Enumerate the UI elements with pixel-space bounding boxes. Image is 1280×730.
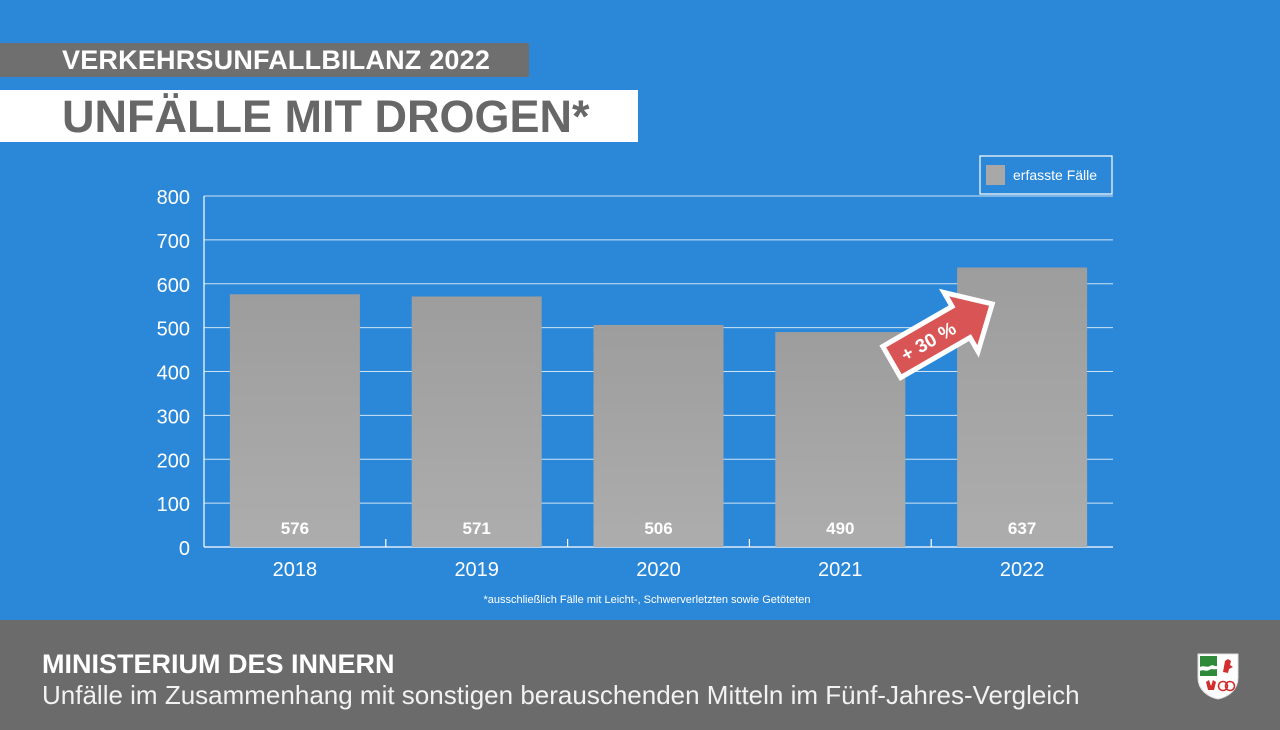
bar-2018 (229, 294, 360, 547)
y-tick-label: 500 (157, 319, 190, 341)
legend-swatch (986, 165, 1005, 185)
y-tick-label: 800 (157, 187, 190, 209)
bar-2020 (593, 324, 724, 547)
x-tick-label: 2021 (818, 559, 863, 581)
data-label: 637 (1008, 519, 1036, 538)
page-title: UNFÄLLE MIT DROGEN* (0, 90, 638, 142)
x-tick-label: 2022 (1000, 559, 1045, 581)
legend-box (979, 155, 1113, 195)
nrw-coat-of-arms-icon (1197, 653, 1239, 700)
y-tick-label: 600 (157, 275, 190, 297)
legend-label: erfasste Fälle (1013, 167, 1097, 183)
arrow-shape (879, 288, 996, 382)
x-tick-label: 2018 (273, 559, 318, 581)
footer-subtitle: Unfälle im Zusammenhang mit sonstigen be… (42, 680, 1080, 710)
x-tick-label: 2019 (454, 559, 499, 581)
data-label: 571 (463, 519, 491, 538)
data-label: 506 (644, 519, 672, 538)
bar-chart: 0 100 200 300 400 500 600 700 800 2018 2019 2020 20… (157, 155, 1113, 606)
bar-2019 (411, 296, 542, 547)
bar-2021 (775, 332, 906, 547)
y-tick-label: 100 (157, 494, 190, 516)
y-tick-label: 400 (157, 363, 190, 385)
y-tick-label: 700 (157, 231, 190, 253)
data-label: 576 (281, 519, 309, 538)
y-tick-label: 200 (157, 450, 190, 472)
chart-footnote: *ausschließlich Fälle mit Leicht-, Schwe… (483, 594, 810, 606)
footer-band: MINISTERIUM DES INNERN Unfälle im Zusamm… (0, 620, 1280, 730)
x-tick-label: 2020 (636, 559, 681, 581)
y-tick-label: 0 (179, 538, 190, 560)
chart-legend: erfasste Fälle (979, 155, 1113, 195)
ministry-name: MINISTERIUM DES INNERN (42, 649, 395, 679)
header-kicker: VERKEHRSUNFALLBILANZ 2022 (0, 43, 529, 77)
y-tick-label: 300 (157, 406, 190, 428)
data-label: 490 (826, 519, 854, 538)
